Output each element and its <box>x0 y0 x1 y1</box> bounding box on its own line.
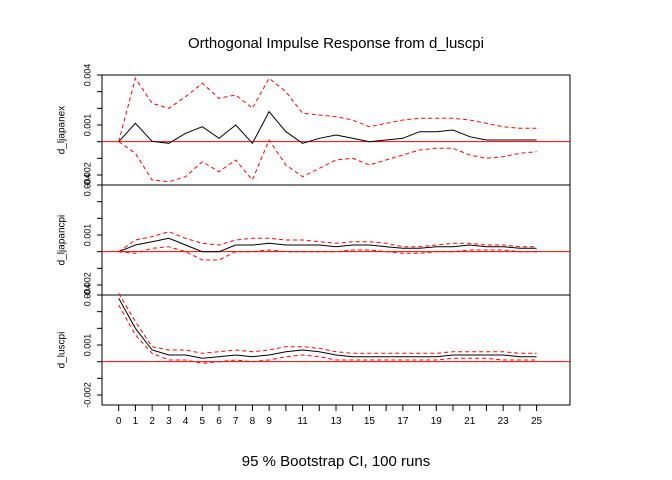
x-tick-label: 9 <box>266 416 272 427</box>
y-minor-ticks <box>97 184 102 286</box>
y-minor-ticks <box>97 74 102 176</box>
panel-frame <box>101 294 571 406</box>
x-tick-label: 7 <box>233 416 239 427</box>
upper-ci-line <box>118 77 537 142</box>
response-line <box>118 110 537 145</box>
y-axis-label: d_ljapanex <box>57 106 68 154</box>
y-tick-label: 0.004 <box>82 284 92 307</box>
response-line <box>118 298 537 359</box>
x-tick-label: 0 <box>116 416 122 427</box>
upper-ci-line <box>118 293 537 354</box>
panel-1: -0.002 0.001 0.004 d_ljapanex <box>57 64 571 188</box>
x-tick-label: 6 <box>216 416 222 427</box>
x-tick-label: 15 <box>364 416 376 427</box>
x-tick-label: 25 <box>531 416 543 427</box>
y-axis-label: d_luscpi <box>57 332 68 369</box>
panel-3: 0.004 0.001 -0.002 d_luscpi <box>57 284 571 408</box>
x-tick-label: 3 <box>166 416 172 427</box>
x-tick-label: 23 <box>498 416 510 427</box>
y-tick-label: 0.001 <box>82 114 92 137</box>
x-axis-label: 95 % Bootstrap CI, 100 runs <box>242 453 430 470</box>
x-tick-label: 19 <box>431 416 443 427</box>
x-tick-label: 13 <box>330 416 342 427</box>
panel-2: 0.004 0.001 -0.002 d_ljapancpi <box>57 174 571 298</box>
x-tick-label: 4 <box>183 416 189 427</box>
x-tick-label: 5 <box>200 416 206 427</box>
response-line <box>118 237 537 253</box>
x-tick-label: 1 <box>133 416 139 427</box>
panels-group: -0.0020.0010.004d_ljapanex0.0040.001-0.0… <box>57 64 571 408</box>
x-tick-label: 11 <box>297 416 308 427</box>
panel-frame <box>101 74 571 186</box>
y-tick-label: -0.002 <box>82 382 92 408</box>
chart-title: Orthogonal Impulse Response from d_luscp… <box>188 35 484 52</box>
y-tick-label: -0.002 <box>82 272 92 298</box>
y-minor-ticks <box>97 294 102 396</box>
x-tick-label: 21 <box>464 416 476 427</box>
x-axis: 0 1 2 3 4 5 6 7 8 9 11 13 15 17 19 21 23 25 <box>116 405 543 427</box>
y-tick-label: 0.004 <box>82 174 92 197</box>
y-tick-label: 0.004 <box>82 64 92 87</box>
lower-ci-line <box>118 138 537 183</box>
x-tick-label: 17 <box>397 416 409 427</box>
lower-ci-line <box>118 246 537 261</box>
y-tick-label: -0.002 <box>82 162 92 188</box>
y-axis-label: d_ljapancpi <box>57 215 68 266</box>
x-tick-label: 8 <box>250 416 256 427</box>
y-tick-label: 0.001 <box>82 224 92 247</box>
x-tick-label: 2 <box>149 416 155 427</box>
upper-ci-line <box>118 231 537 253</box>
y-tick-label: 0.001 <box>82 334 92 357</box>
